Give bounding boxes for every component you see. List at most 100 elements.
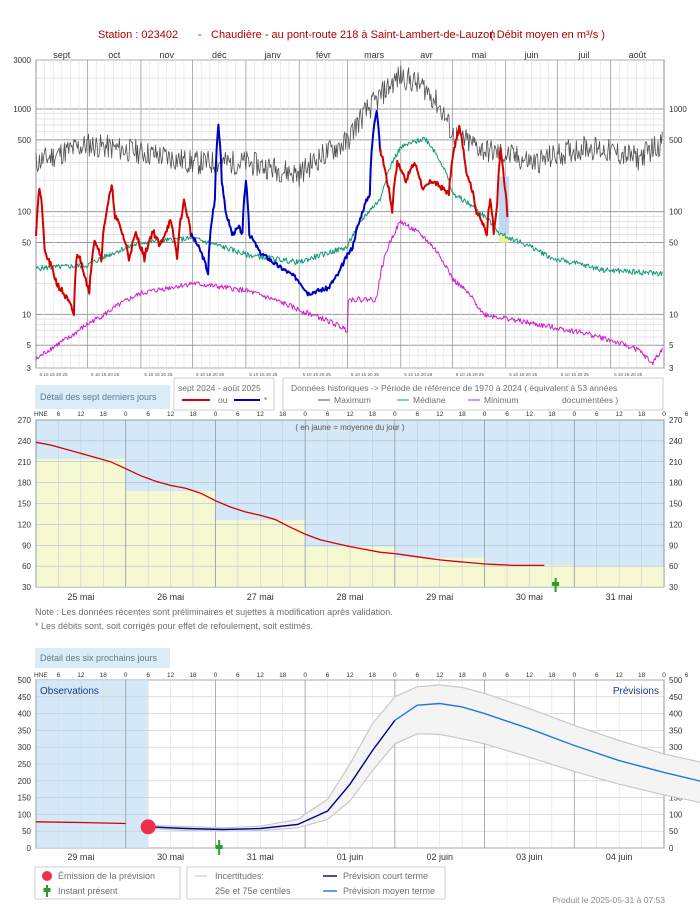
- current-period-highlight: [498, 176, 510, 243]
- forecast-long-line: [394, 702, 700, 782]
- month-label: févr: [316, 50, 331, 60]
- hour-tick-label: 6: [57, 672, 61, 679]
- y-tick-label-right: 50: [669, 239, 678, 248]
- hour-tick-label: 18: [369, 672, 377, 679]
- y-tick-label-right: 50: [669, 827, 678, 836]
- legend-max: Maximum: [334, 395, 371, 405]
- y-tick-label-right: 5: [669, 341, 674, 350]
- hour-tick-label: 12: [436, 672, 444, 679]
- hour-tick-label: 6: [146, 411, 150, 418]
- hour-tick-label: 6: [505, 411, 509, 418]
- produced-timestamp: Produit le 2025-05-31 à 07:53: [553, 895, 666, 905]
- station-id: Station : 023402: [98, 29, 178, 41]
- day-label: 28 mai: [336, 592, 363, 602]
- hour-tick-label: 0: [124, 411, 128, 418]
- month-label: juil: [577, 50, 589, 60]
- y-tick-label-left: 270: [18, 416, 32, 425]
- y-tick-label-left: 1000: [13, 105, 31, 114]
- y-tick-label-right: 450: [669, 693, 683, 702]
- day-label: 31 mai: [247, 852, 274, 862]
- hour-tick-label: 0: [662, 411, 666, 418]
- hour-tick-label: 18: [189, 672, 197, 679]
- hour-tick-label: 12: [77, 411, 85, 418]
- y-tick-label-left: 3000: [13, 56, 31, 65]
- month-label: août: [629, 50, 647, 60]
- y-tick-label-left: 50: [22, 827, 31, 836]
- legend-long: Prévision moyen terme: [343, 886, 435, 896]
- hour-tick-label: 18: [279, 672, 287, 679]
- y-tick-label-left: 3: [27, 364, 32, 373]
- y-tick-label-left: 400: [18, 710, 32, 719]
- plot-area: [35, 59, 665, 369]
- hour-tick-label: 0: [572, 411, 576, 418]
- hour-tick-label: 0: [303, 672, 307, 679]
- y-tick-label-left: 150: [18, 794, 32, 803]
- y-tick-label-right: 100: [669, 810, 683, 819]
- hour-tick-label: 12: [436, 411, 444, 418]
- day-tick-labels: 5 10 15 20 25: [91, 372, 120, 377]
- y-tick-label-left: 50: [22, 239, 31, 248]
- hour-tick-label: 6: [146, 672, 150, 679]
- label-box-six-days: [35, 648, 170, 668]
- hour-tick-label: 6: [595, 411, 599, 418]
- hour-tick-label: 12: [257, 672, 265, 679]
- hour-tick-label: 18: [638, 411, 646, 418]
- day-label: 29 mai: [426, 592, 453, 602]
- day-label: 02 juin: [426, 852, 453, 862]
- y-tick-label-left: 90: [22, 541, 31, 550]
- hour-tick-label: 0: [124, 672, 128, 679]
- hour-tick-label: 6: [415, 411, 419, 418]
- forecast-short-line: [148, 719, 396, 831]
- hour-tick-label: HNE: [34, 411, 48, 418]
- day-label: 30 mai: [516, 592, 543, 602]
- hour-tick-label: HNE: [34, 672, 48, 679]
- month-label: janv: [263, 50, 281, 60]
- day-tick-labels: 5 10 15 20 25: [303, 372, 332, 377]
- legend-median: Médiane: [413, 395, 446, 405]
- hour-tick-label: 12: [616, 672, 624, 679]
- now-marker: [552, 582, 560, 586]
- figure-title: Station : 023402 - Chaudière - au pont-r…: [98, 29, 605, 41]
- forecast-legend: Émission de la prévision Instant présent…: [34, 866, 666, 905]
- note-corrected: * Les débits sont, soit corrigés pour ef…: [35, 621, 313, 631]
- p75-line: [148, 684, 700, 829]
- annual-chart: sept 5 10 15 20 25 oct 5 10 15 20 25 nov 5 10…: [13, 50, 687, 377]
- hour-tick-label: 12: [526, 672, 534, 679]
- legend-centiles: 25e et 75e centiles: [215, 886, 291, 896]
- observed-flow-line: [35, 821, 126, 825]
- legend-box-historical: [282, 377, 664, 411]
- y-tick-label-left: 250: [18, 760, 32, 769]
- hour-tick-label: 0: [303, 411, 307, 418]
- label-seven-days: Détail des sept derniers jours: [40, 392, 157, 402]
- day-label: 03 juin: [516, 852, 543, 862]
- y-tick-label-right: 300: [669, 743, 683, 752]
- hour-tick-label: 0: [483, 672, 487, 679]
- y-tick-label-left: 240: [18, 437, 32, 446]
- hour-tick-label: 18: [189, 411, 197, 418]
- hour-tick-label: 6: [326, 411, 330, 418]
- y-tick-label-right: 180: [669, 479, 683, 488]
- hour-tick-label: 18: [638, 672, 646, 679]
- title-unit: ( Débit moyen en m³/s ): [490, 29, 605, 41]
- label-box-seven-days: [35, 385, 170, 409]
- hour-tick-label: 6: [326, 672, 330, 679]
- day-tick-labels: 5 10 15 20 25: [249, 372, 278, 377]
- y-tick-label-left: 180: [18, 479, 32, 488]
- legend-now: Instant présent: [58, 886, 118, 896]
- legend-star: *: [264, 395, 268, 405]
- y-tick-label-left: 500: [18, 676, 32, 685]
- hour-tick-label: 6: [505, 672, 509, 679]
- hour-tick-label: 6: [236, 672, 240, 679]
- day-tick-labels: 5 10 15 20 25: [561, 372, 590, 377]
- hour-tick-label: 12: [77, 672, 85, 679]
- series-obs-line: [35, 184, 192, 316]
- hour-tick-label: 18: [369, 411, 377, 418]
- hour-tick-label: 0: [662, 672, 666, 679]
- hour-tick-label: 12: [167, 411, 175, 418]
- day-label: 27 mai: [247, 592, 274, 602]
- legend-period: sept 2024 - août 2025: [178, 383, 261, 393]
- day-label: 31 mai: [606, 592, 633, 602]
- hour-tick-label: 12: [616, 411, 624, 418]
